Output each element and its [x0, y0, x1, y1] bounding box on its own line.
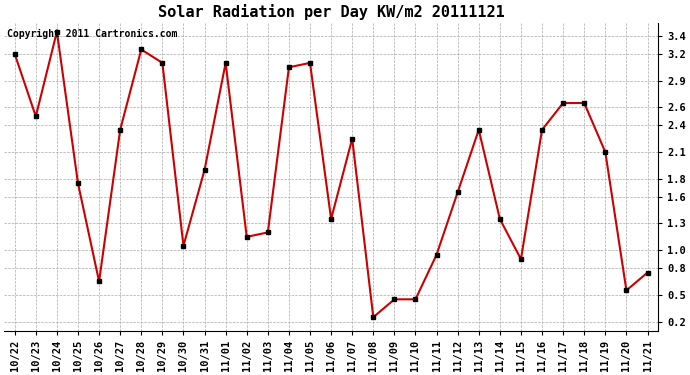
Text: Copyright 2011 Cartronics.com: Copyright 2011 Cartronics.com: [8, 29, 178, 39]
Title: Solar Radiation per Day KW/m2 20111121: Solar Radiation per Day KW/m2 20111121: [158, 4, 504, 20]
